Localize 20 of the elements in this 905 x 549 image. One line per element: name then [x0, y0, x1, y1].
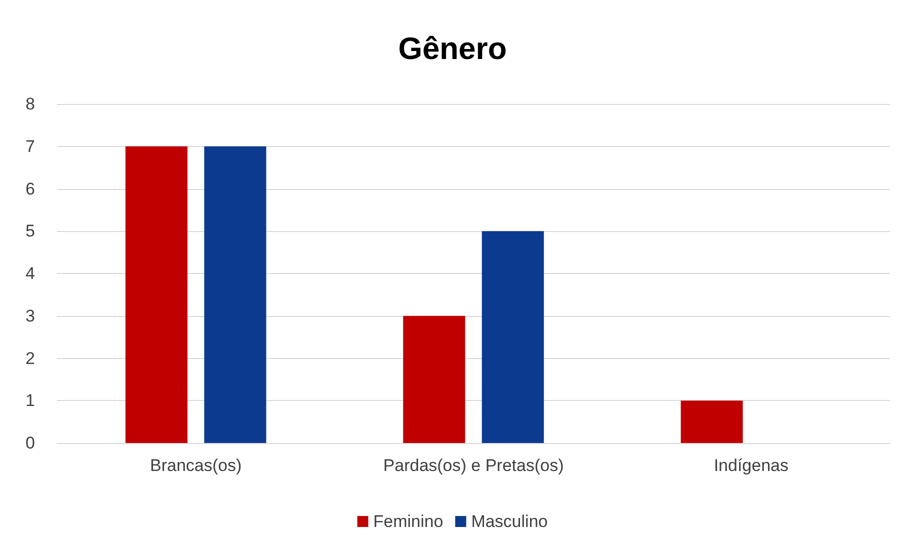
y-tick-label: 1 — [26, 391, 35, 410]
x-tick-label: Indígenas — [714, 456, 789, 475]
y-tick-label: 3 — [26, 306, 35, 326]
y-tick-label: 7 — [26, 136, 35, 156]
legend-label: Masculino — [471, 512, 548, 531]
y-tick-label: 4 — [26, 264, 35, 283]
bar — [680, 400, 743, 443]
x-tick-label: Pardas(os) e Pretas(os) — [383, 456, 564, 475]
y-tick-label: 8 — [26, 94, 35, 114]
x-tick-label: Brancas(os) — [150, 456, 242, 475]
y-tick-label: 6 — [26, 179, 35, 198]
legend-label: Feminino — [373, 512, 444, 531]
y-tick-label: 2 — [26, 348, 35, 368]
bar — [403, 316, 466, 443]
bar — [482, 231, 544, 443]
bar — [125, 146, 188, 443]
chart-title: Gênero — [398, 31, 507, 66]
y-tick-label: 5 — [26, 222, 35, 241]
bar — [204, 146, 266, 443]
y-tick-label: 0 — [26, 434, 35, 452]
